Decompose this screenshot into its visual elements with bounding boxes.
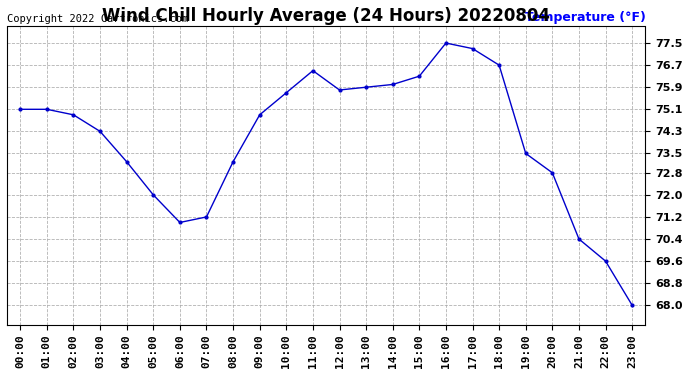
- Text: Temperature (°F): Temperature (°F): [524, 10, 645, 24]
- Title: Wind Chill Hourly Average (24 Hours) 20220804: Wind Chill Hourly Average (24 Hours) 202…: [102, 7, 550, 25]
- Text: Copyright 2022 Cartronics.com: Copyright 2022 Cartronics.com: [7, 13, 188, 24]
